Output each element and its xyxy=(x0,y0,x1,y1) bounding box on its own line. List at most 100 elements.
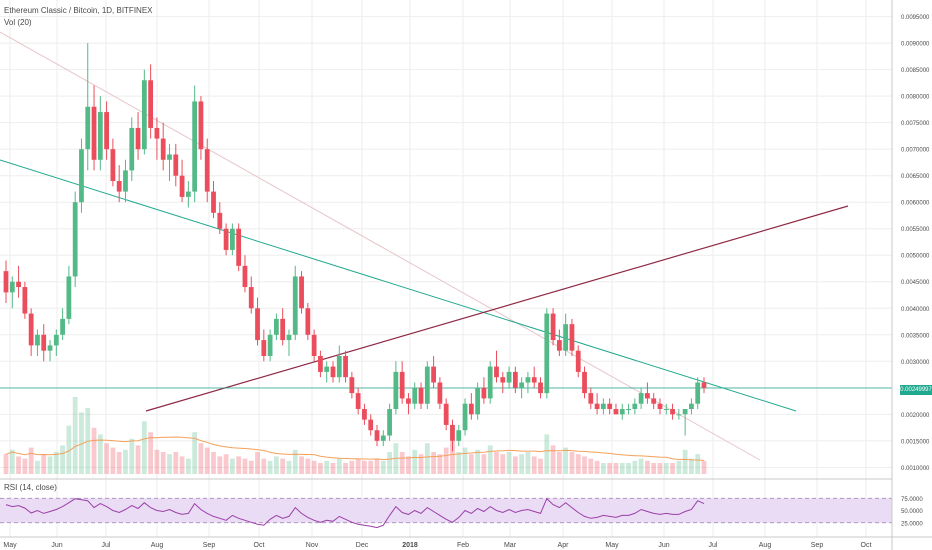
candle[interactable] xyxy=(349,371,355,399)
candle[interactable] xyxy=(506,366,512,388)
candle[interactable] xyxy=(462,398,468,436)
candle[interactable] xyxy=(192,85,198,203)
candle[interactable] xyxy=(47,340,53,362)
candle[interactable] xyxy=(66,265,72,325)
candle[interactable] xyxy=(148,64,154,139)
candle[interactable] xyxy=(236,223,242,272)
candle[interactable] xyxy=(123,159,128,203)
candle[interactable] xyxy=(330,361,336,383)
candle[interactable] xyxy=(9,276,15,309)
faint-downtrend-line[interactable] xyxy=(0,31,761,461)
candle[interactable] xyxy=(475,382,481,420)
candle[interactable] xyxy=(16,265,21,298)
candle[interactable] xyxy=(544,308,550,399)
candle[interactable] xyxy=(406,393,411,415)
candle[interactable] xyxy=(487,361,493,404)
candle[interactable] xyxy=(91,85,97,171)
candle[interactable] xyxy=(594,393,600,415)
candle[interactable] xyxy=(695,377,701,410)
candle[interactable] xyxy=(550,308,556,346)
candle[interactable] xyxy=(412,382,418,410)
candle[interactable] xyxy=(104,101,110,160)
candle[interactable] xyxy=(368,414,374,436)
candle[interactable] xyxy=(286,329,292,356)
candle[interactable] xyxy=(204,138,210,203)
candle[interactable] xyxy=(701,377,707,394)
candle[interactable] xyxy=(626,403,631,415)
candle[interactable] xyxy=(431,355,436,388)
candle[interactable] xyxy=(645,382,650,404)
candle[interactable] xyxy=(299,271,304,314)
candle[interactable] xyxy=(638,387,644,410)
candle[interactable] xyxy=(28,308,34,356)
candle[interactable] xyxy=(399,361,405,404)
candle[interactable] xyxy=(556,329,562,356)
candle[interactable] xyxy=(588,387,594,410)
ascending-trendline[interactable] xyxy=(145,205,849,412)
candle[interactable] xyxy=(670,403,675,420)
candle[interactable] xyxy=(456,424,462,447)
candle[interactable] xyxy=(538,377,543,399)
candle[interactable] xyxy=(160,122,166,171)
candle[interactable] xyxy=(682,409,688,436)
candle[interactable] xyxy=(500,371,506,394)
candle[interactable] xyxy=(35,329,40,356)
candle[interactable] xyxy=(229,223,235,256)
candle[interactable] xyxy=(167,143,172,181)
candle[interactable] xyxy=(255,297,260,346)
candle[interactable] xyxy=(575,345,581,378)
candle[interactable] xyxy=(607,398,613,415)
candle[interactable] xyxy=(267,329,273,362)
candle[interactable] xyxy=(141,69,147,155)
candle[interactable] xyxy=(424,361,430,410)
candle[interactable] xyxy=(311,329,317,362)
candle[interactable] xyxy=(355,387,361,415)
candle[interactable] xyxy=(41,324,47,362)
candle[interactable] xyxy=(531,366,537,388)
candle[interactable] xyxy=(179,159,185,203)
candle[interactable] xyxy=(85,43,91,171)
candle[interactable] xyxy=(600,398,606,415)
candle[interactable] xyxy=(525,371,531,394)
candle[interactable] xyxy=(72,191,78,288)
candle[interactable] xyxy=(443,398,449,431)
candle[interactable] xyxy=(651,393,657,410)
candle[interactable] xyxy=(481,377,487,404)
candle[interactable] xyxy=(198,96,204,160)
candle[interactable] xyxy=(619,403,625,420)
candle[interactable] xyxy=(393,361,399,415)
candle[interactable] xyxy=(519,377,525,399)
candle[interactable] xyxy=(582,366,587,399)
candle[interactable] xyxy=(318,350,323,378)
candle[interactable] xyxy=(185,180,191,208)
candle[interactable] xyxy=(129,117,135,181)
candle[interactable] xyxy=(613,403,619,415)
candle[interactable] xyxy=(97,96,103,171)
candle[interactable] xyxy=(22,281,28,319)
candle[interactable] xyxy=(324,361,330,383)
candle[interactable] xyxy=(261,329,267,362)
candle[interactable] xyxy=(657,398,663,415)
candle[interactable] xyxy=(274,313,279,341)
candle[interactable] xyxy=(336,345,342,383)
candle[interactable] xyxy=(305,302,311,341)
candle[interactable] xyxy=(242,255,248,293)
candle[interactable] xyxy=(362,403,367,425)
candle[interactable] xyxy=(663,403,669,415)
candle[interactable] xyxy=(512,366,518,394)
candle[interactable] xyxy=(676,409,682,420)
candle[interactable] xyxy=(248,276,254,314)
candle[interactable] xyxy=(418,382,424,410)
candle[interactable] xyxy=(292,265,298,341)
candle[interactable] xyxy=(380,430,386,447)
candle[interactable] xyxy=(374,424,380,447)
candle[interactable] xyxy=(79,138,84,213)
candle[interactable] xyxy=(60,308,65,341)
candle[interactable] xyxy=(223,223,229,256)
candle[interactable] xyxy=(110,138,116,187)
candle[interactable] xyxy=(3,260,9,303)
candle[interactable] xyxy=(211,180,216,219)
candle[interactable] xyxy=(280,308,286,346)
candle[interactable] xyxy=(468,393,474,420)
